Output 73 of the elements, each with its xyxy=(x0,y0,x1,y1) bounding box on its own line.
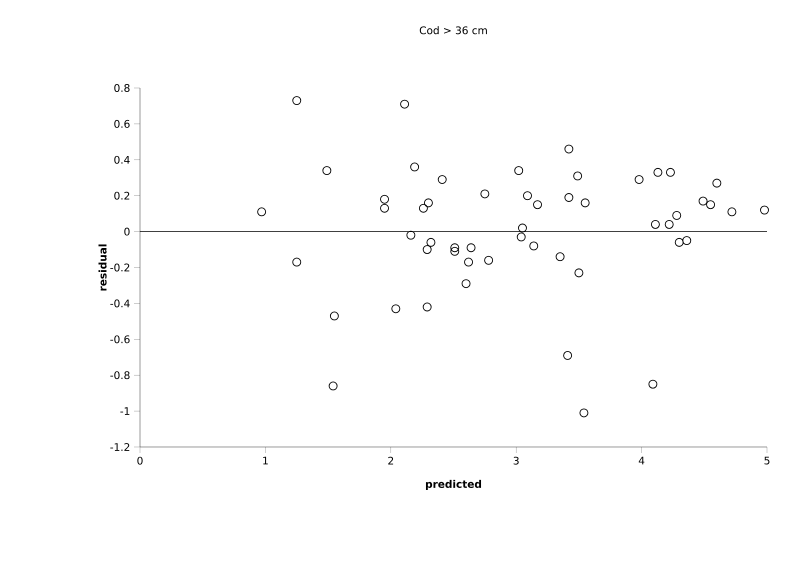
point xyxy=(484,256,494,265)
point xyxy=(424,198,433,208)
y-tick-label: 0.8 xyxy=(114,84,130,92)
y-tick-label: -0.8 xyxy=(110,371,130,380)
point xyxy=(514,166,524,176)
point xyxy=(422,302,432,312)
x-tick-label: 0 xyxy=(137,456,143,465)
x-tick-label: 5 xyxy=(764,456,770,464)
point xyxy=(292,258,302,267)
y-tick-label: 0.2 xyxy=(114,192,130,200)
x-axis-title: predicted xyxy=(426,480,482,490)
point xyxy=(328,382,338,390)
y-tick-label: -0.4 xyxy=(110,299,130,308)
point xyxy=(580,198,590,208)
point xyxy=(579,408,588,418)
point xyxy=(518,224,527,232)
point xyxy=(563,351,572,360)
point xyxy=(410,162,420,172)
point xyxy=(438,175,447,184)
point xyxy=(330,312,339,320)
y-tick-label: -1 xyxy=(120,407,130,415)
point xyxy=(648,380,658,389)
point xyxy=(573,172,582,180)
point xyxy=(674,238,684,247)
point xyxy=(653,168,662,177)
y-tick-label: 0 xyxy=(124,228,130,236)
point xyxy=(760,206,769,215)
point xyxy=(422,245,432,254)
point xyxy=(450,243,460,252)
point xyxy=(292,96,302,106)
point xyxy=(564,193,574,202)
point xyxy=(462,279,470,288)
x-tick-label: 2 xyxy=(388,456,394,464)
y-tick-label: 0.6 xyxy=(114,120,130,128)
point xyxy=(650,220,660,229)
point xyxy=(450,246,460,256)
point xyxy=(706,200,716,210)
point xyxy=(727,207,736,216)
x-tick-label: 1 xyxy=(263,456,268,464)
point xyxy=(322,166,332,176)
y-tick-label: -0.6 xyxy=(110,335,130,344)
x-tick-label: 3 xyxy=(514,456,519,465)
point xyxy=(564,144,574,154)
point xyxy=(523,191,532,200)
point xyxy=(664,220,674,229)
point xyxy=(556,252,565,262)
y-tick-label: -1.2 xyxy=(110,443,130,451)
point xyxy=(698,196,708,206)
point xyxy=(464,258,474,267)
point xyxy=(466,243,476,252)
point xyxy=(380,204,389,213)
point xyxy=(391,304,400,314)
chart-title: Cod > 36 cm xyxy=(420,26,487,34)
point xyxy=(406,230,416,240)
point xyxy=(380,194,389,204)
point xyxy=(480,189,490,198)
y-tick-label: -0.2 xyxy=(110,264,130,272)
point xyxy=(672,210,682,220)
y-axis-title: residual xyxy=(98,244,107,291)
point xyxy=(516,232,526,242)
point xyxy=(533,200,542,210)
point xyxy=(634,175,644,184)
point xyxy=(666,168,675,177)
point xyxy=(426,238,436,247)
point xyxy=(400,100,410,109)
point xyxy=(418,204,428,213)
x-tick-label: 4 xyxy=(638,456,644,464)
point xyxy=(574,268,584,278)
y-tick-label: 0.4 xyxy=(114,156,130,164)
point xyxy=(682,236,692,246)
point xyxy=(257,207,266,216)
point xyxy=(712,178,722,188)
point xyxy=(529,242,538,250)
